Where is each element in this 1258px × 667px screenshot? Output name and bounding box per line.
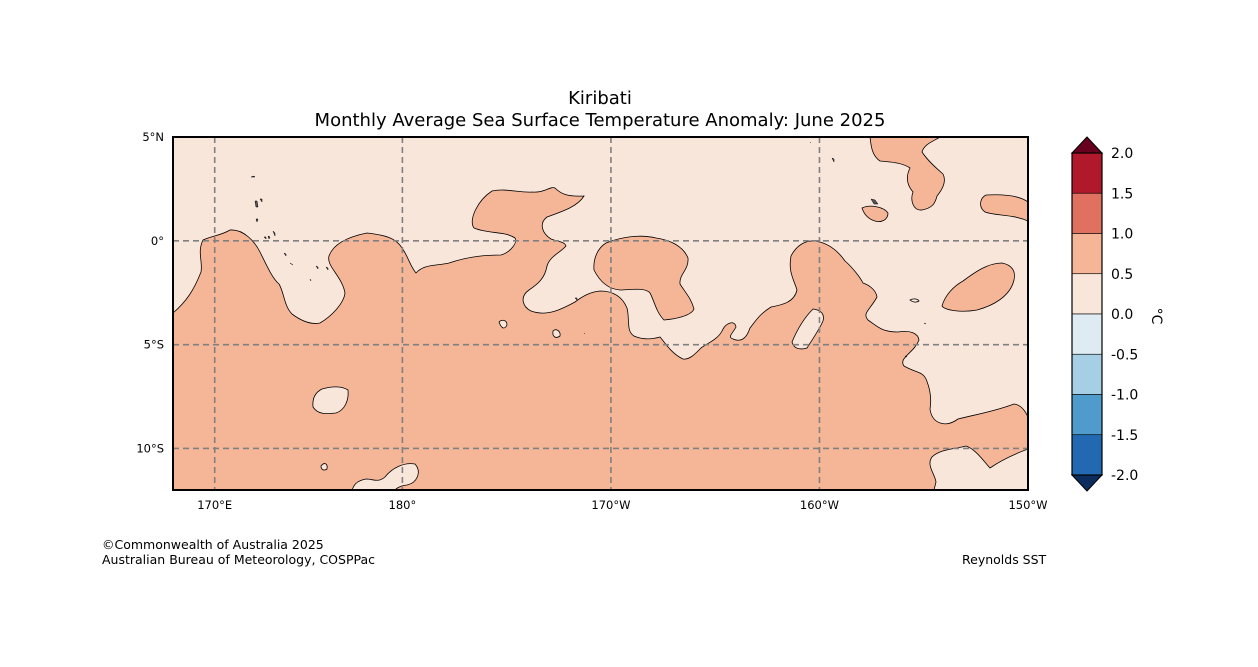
data-source-text: Reynolds SST bbox=[962, 552, 1047, 567]
colorbar-unit: °C bbox=[1148, 308, 1164, 325]
colorbar-under-triangle bbox=[1070, 474, 1104, 492]
colorbar-label: -0.5 bbox=[1111, 347, 1138, 363]
colorbar-tick-labels: 2.0 1.5 1.0 0.5 0.0 -0.5 -1.0 -1.5 -2.0 bbox=[1111, 146, 1138, 484]
organization-text: Australian Bureau of Meteorology, COSPPa… bbox=[102, 552, 375, 567]
colorbar-segment bbox=[1071, 434, 1103, 476]
neutral-anomaly-hole bbox=[312, 386, 349, 415]
lat-label: 0° bbox=[151, 234, 164, 248]
neutral-anomaly-hole bbox=[909, 298, 920, 303]
neutral-anomaly-hole bbox=[320, 463, 328, 471]
colorbar-label: 2.0 bbox=[1111, 146, 1133, 162]
lon-label: 170°W bbox=[591, 498, 630, 512]
colorbar-segments bbox=[1071, 152, 1103, 476]
latitude-labels: 5°N 0° 5°S 10°S bbox=[136, 130, 164, 455]
colorbar-label: 1.5 bbox=[1111, 186, 1133, 202]
colorbar-label: 0.0 bbox=[1111, 307, 1133, 323]
warm-anomaly-region bbox=[980, 194, 1028, 222]
map-title: Monthly Average Sea Surface Temperature … bbox=[314, 110, 886, 131]
colorbar-segment bbox=[1071, 192, 1103, 234]
lon-label: 160°W bbox=[800, 498, 839, 512]
neutral-anomaly-hole bbox=[498, 319, 508, 329]
lon-label: 150°W bbox=[1008, 498, 1047, 512]
lat-label: 10°S bbox=[136, 441, 164, 455]
colorbar-label: 0.5 bbox=[1111, 267, 1133, 283]
colorbar-segment bbox=[1071, 394, 1103, 436]
warm-anomaly-region bbox=[869, 137, 945, 211]
colorbar-label: -1.0 bbox=[1111, 388, 1138, 404]
colorbar-segment bbox=[1071, 273, 1103, 315]
graticule bbox=[173, 137, 1028, 490]
warm-anomaly-region bbox=[173, 187, 1028, 490]
colorbar-label: 1.0 bbox=[1111, 227, 1133, 243]
longitude-labels: 170°E 180° 170°W 160°W 150°W bbox=[197, 498, 1047, 512]
colorbar-segment bbox=[1071, 313, 1103, 355]
neutral-anomaly-hole bbox=[791, 308, 824, 350]
colorbar-segment bbox=[1071, 233, 1103, 275]
warm-anomaly-region bbox=[861, 205, 889, 222]
warm-anomaly-region bbox=[593, 235, 695, 321]
colorbar-frame bbox=[1071, 152, 1103, 476]
warm-anomaly-region bbox=[941, 262, 1015, 312]
lat-label: 5°N bbox=[142, 130, 164, 144]
copyright-text: ©Commonwealth of Australia 2025 bbox=[102, 537, 324, 552]
colorbar-segment bbox=[1071, 353, 1103, 395]
colorbar: 2.0 1.5 1.0 0.5 0.0 -0.5 -1.0 -1.5 -2.0 °C bbox=[1070, 136, 1164, 492]
neutral-anomaly-hole bbox=[552, 329, 561, 338]
lat-label: 5°S bbox=[144, 338, 164, 352]
islands bbox=[250, 141, 927, 358]
colorbar-segment bbox=[1071, 152, 1103, 194]
colorbar-label: -1.5 bbox=[1111, 428, 1138, 444]
lon-label: 170°E bbox=[197, 498, 232, 512]
lon-label: 180° bbox=[389, 498, 417, 512]
map-title-region: Kiribati bbox=[568, 88, 632, 109]
map-area bbox=[173, 137, 1028, 490]
map-frame bbox=[172, 136, 1029, 491]
colorbar-label: -2.0 bbox=[1111, 468, 1138, 484]
colorbar-over-triangle bbox=[1070, 136, 1104, 154]
